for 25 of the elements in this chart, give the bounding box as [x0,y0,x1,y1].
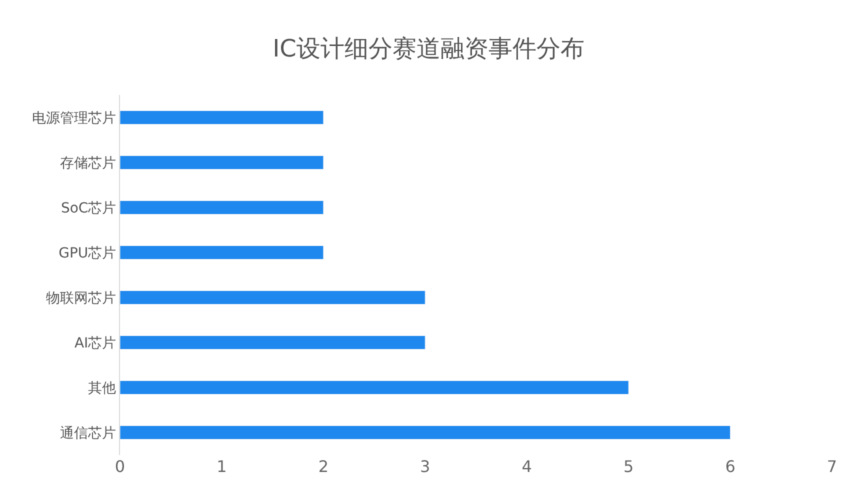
y-tick-label: SoC芯片 [60,200,116,216]
bar [120,246,324,260]
x-tick-label: 0 [114,457,126,476]
x-tick-label: 1 [216,457,227,476]
bar [120,156,324,170]
y-tick-label: 存储芯片 [60,155,116,172]
chart-title: IC设计细分赛道融资事件分布 [272,34,584,62]
x-tick-label: 4 [522,457,532,476]
y-tick-label: 电源管理芯片 [32,110,116,126]
y-tick-label: 物联网芯片 [46,290,116,306]
x-tick-label: 2 [318,457,329,476]
bar [120,426,731,440]
bar [120,336,426,350]
x-tick-label: 3 [420,457,430,476]
y-tick-label: AI芯片 [74,335,116,352]
x-tick-label: 5 [623,457,634,476]
y-tick-label: GPU芯片 [58,245,116,262]
bar [120,110,324,124]
bar [120,290,426,304]
x-tick-label: 7 [826,457,838,476]
y-tick-label: 其他 [88,380,116,396]
x-tick-label: 6 [725,457,736,476]
bar [120,380,629,394]
bar [120,200,324,214]
y-tick-label: 通信芯片 [60,425,116,442]
